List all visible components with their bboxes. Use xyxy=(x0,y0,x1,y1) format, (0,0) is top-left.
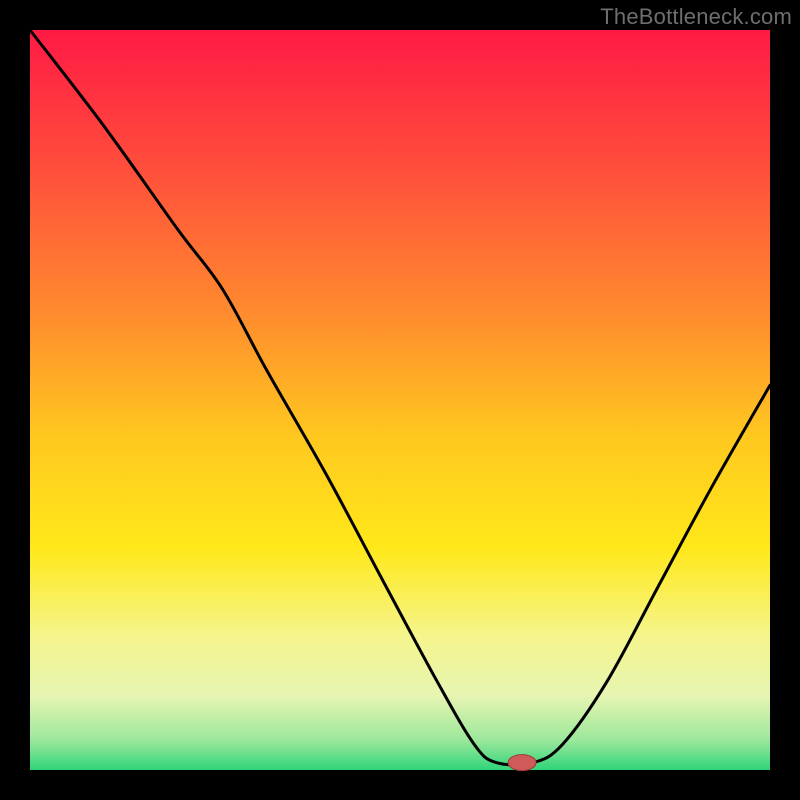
watermark-text: TheBottleneck.com xyxy=(600,4,792,30)
plot-area xyxy=(30,30,770,770)
chart-svg xyxy=(0,0,800,800)
optimal-marker xyxy=(508,755,536,771)
chart-root: TheBottleneck.com xyxy=(0,0,800,800)
